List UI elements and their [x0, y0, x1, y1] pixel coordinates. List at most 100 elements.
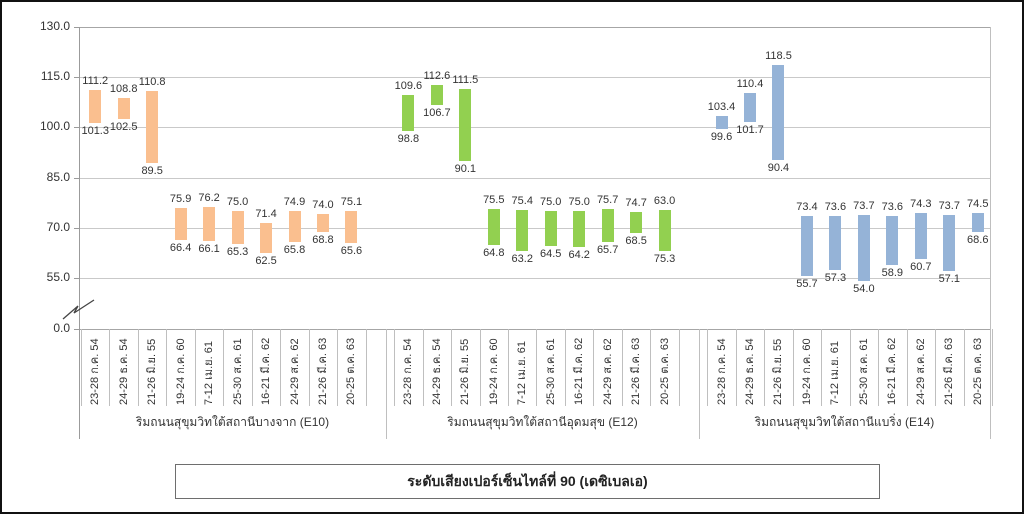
- range-bar: [971, 212, 984, 233]
- x-cell-divider: [764, 329, 766, 406]
- x-axis-line: [79, 329, 990, 330]
- x-tick-label: 21-26 มิ.ย. 55: [459, 338, 472, 405]
- y-axis-tick: [74, 227, 79, 229]
- bar-value-label-top: 75.0: [226, 196, 249, 209]
- bar-value-label-top: 75.9: [169, 193, 192, 206]
- y-axis-tick: [74, 278, 79, 279]
- gridline: [79, 77, 990, 79]
- x-cell-divider: [251, 329, 253, 406]
- x-cell-divider: [878, 329, 880, 406]
- bar-value-label-bottom: 68.6: [967, 234, 989, 247]
- bar-value-label-top: 111.2: [82, 74, 109, 87]
- bar-value-label-top: 63.0: [653, 195, 676, 208]
- range-bar: [630, 212, 643, 233]
- range-bar: [715, 116, 728, 129]
- bar-value-label-top: 74.0: [312, 199, 334, 212]
- gridline: [79, 227, 990, 229]
- x-cell-divider: [991, 329, 993, 406]
- x-tick-label: 7-12 เม.ย. 61: [829, 341, 842, 405]
- x-tick-label: 23-28 ก.ค. 54: [715, 338, 728, 405]
- x-tick-label: 21-26 มี.ค. 63: [316, 337, 329, 405]
- group-label: ริมถนนสุขุมวิทใต้สถานีอุดมสุข (E12): [447, 415, 638, 429]
- range-bar: [516, 209, 529, 251]
- bar-value-label-top: 71.4: [255, 208, 277, 221]
- gridline: [79, 27, 990, 28]
- x-cell-divider: [508, 329, 510, 406]
- range-bar: [658, 210, 671, 252]
- y-tick-label: 0.0: [53, 321, 70, 335]
- x-tick-label: 20-25 ต.ค. 63: [658, 337, 671, 405]
- x-tick-label: 24-29 ธ.ค. 54: [117, 338, 130, 405]
- range-bar: [459, 88, 472, 161]
- gridline: [79, 177, 990, 179]
- x-tick-label: 20-25 ต.ค. 63: [971, 337, 984, 405]
- y-axis-tick: [74, 77, 79, 79]
- bar-value-label-top: 75.0: [540, 196, 562, 209]
- bar-value-label-bottom: 65.7: [596, 244, 619, 257]
- x-cell-divider: [593, 329, 595, 406]
- bar-value-label-top: 73.6: [881, 200, 904, 213]
- x-cell-divider: [821, 329, 823, 406]
- bar-value-label-top: 118.5: [765, 50, 792, 63]
- range-bar: [89, 89, 102, 124]
- x-cell-divider: [109, 329, 111, 406]
- group-label: ริมถนนสุขุมวิทใต้สถานีบางจาก (E10): [135, 415, 330, 429]
- bar-value-label-top: 75.5: [483, 194, 505, 207]
- range-bar: [231, 211, 244, 244]
- x-cell-divider: [280, 329, 282, 406]
- group-label: ริมถนนสุขุมวิทใต้สถานีแบริ่ง (E14): [754, 415, 935, 429]
- x-tick-label: 21-26 มิ.ย. 55: [146, 338, 159, 405]
- group-separator: [699, 329, 700, 439]
- range-bar: [174, 208, 187, 240]
- bar-value-label-bottom: 57.1: [938, 272, 960, 285]
- range-bar: [914, 213, 927, 259]
- bar-value-label-top: 110.4: [736, 77, 764, 90]
- gridline: [79, 127, 990, 129]
- bar-value-label-top: 73.7: [853, 200, 875, 213]
- range-bar: [800, 216, 813, 276]
- x-cell-divider: [963, 329, 965, 406]
- bar-value-label-bottom: 55.7: [796, 277, 818, 290]
- bar-value-label-bottom: 65.3: [226, 245, 249, 258]
- bar-value-label-bottom: 90.4: [767, 161, 790, 174]
- bar-value-label-top: 74.7: [625, 197, 647, 210]
- bar-value-label-bottom: 54.0: [853, 283, 875, 296]
- x-tick-label: 24-29 ส.ค. 62: [288, 338, 301, 405]
- bar-value-label-bottom: 106.7: [423, 106, 451, 119]
- range-bar: [943, 215, 956, 271]
- chart-title-box: ระดับเสียงเปอร์เซ็นไทล์ที่ 90 (เดซิเบลเอ…: [175, 464, 880, 499]
- bar-value-label-bottom: 75.3: [653, 253, 676, 266]
- bar-value-label-top: 111.5: [452, 73, 479, 86]
- y-tick-label: 115.0: [40, 69, 70, 84]
- range-bar: [146, 91, 159, 163]
- x-tick-label: 24-29 ธ.ค. 54: [430, 338, 443, 405]
- bar-value-label-top: 108.8: [109, 82, 138, 95]
- range-bar: [573, 211, 586, 248]
- range-bar: [886, 215, 899, 265]
- bar-value-label-bottom: 65.8: [283, 243, 306, 256]
- x-cell-divider: [678, 329, 680, 406]
- range-bar: [117, 97, 130, 120]
- x-tick-label: 24-29 ธ.ค. 54: [744, 338, 756, 405]
- bar-value-label-bottom: 64.2: [568, 249, 590, 262]
- bar-value-label-top: 103.4: [707, 101, 736, 114]
- bar-value-label-bottom: 65.6: [340, 244, 363, 257]
- bar-value-label-top: 75.7: [596, 193, 619, 206]
- range-bar: [857, 215, 870, 282]
- x-tick-label: 24-29 ส.ค. 62: [601, 338, 614, 405]
- x-tick-label: 20-25 ต.ค. 63: [345, 337, 358, 405]
- bar-value-label-bottom: 89.5: [141, 164, 163, 177]
- range-bar: [544, 211, 557, 247]
- x-tick-label: 21-26 มิ.ย. 55: [772, 338, 785, 405]
- bar-value-label-bottom: 102.5: [109, 121, 138, 134]
- range-bar: [430, 85, 443, 105]
- y-axis-tick: [74, 177, 79, 179]
- range-bar: [487, 209, 500, 246]
- bar-value-label-bottom: 90.1: [454, 162, 477, 175]
- x-cell-divider: [792, 329, 794, 406]
- bar-value-label-top: 110.8: [138, 76, 166, 89]
- bar-value-label-top: 73.6: [824, 200, 847, 213]
- y-tick-label: 70.0: [46, 219, 70, 234]
- x-tick-label: 21-26 มี.ค. 63: [943, 337, 956, 405]
- bar-value-label-top: 76.2: [198, 192, 220, 205]
